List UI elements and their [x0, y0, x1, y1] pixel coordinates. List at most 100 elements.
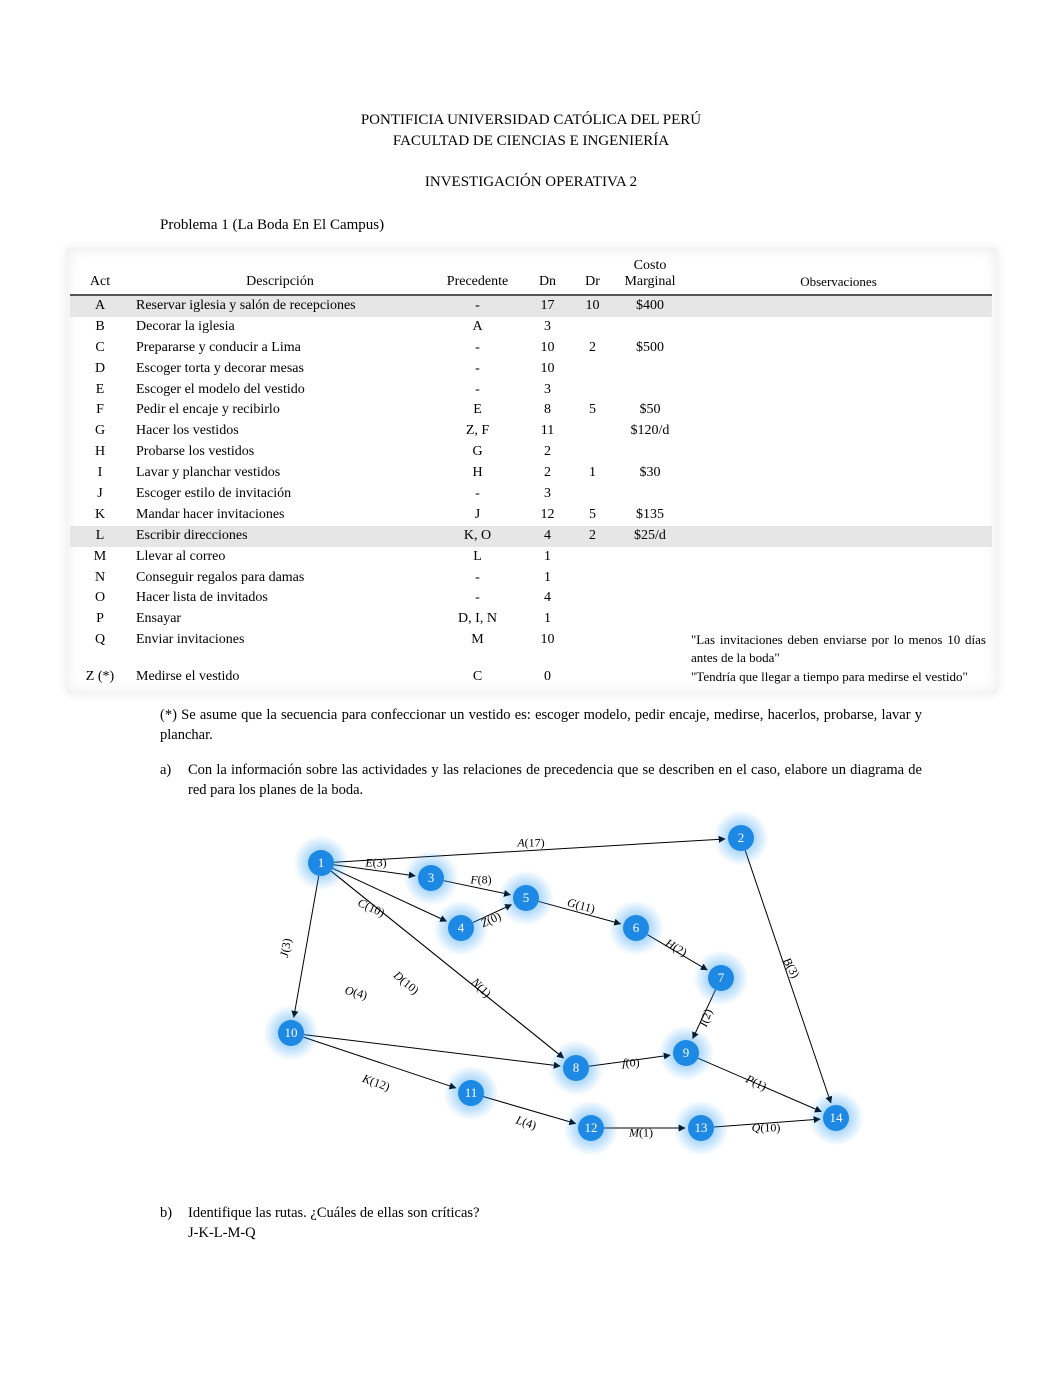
- cell: Lavar y planchar vestidos: [130, 463, 430, 484]
- question-a-letter: a): [160, 761, 188, 800]
- cell: 1: [525, 568, 570, 589]
- cell: [570, 630, 615, 667]
- course-title: INVESTIGACIÓN OPERATIVA 2: [70, 174, 992, 191]
- cell: 10: [525, 359, 570, 380]
- table-row: OHacer lista de invitados-4: [70, 588, 992, 609]
- cell: [570, 442, 615, 463]
- cell: E: [430, 400, 525, 421]
- cell: Prepararse y conducir a Lima: [130, 338, 430, 359]
- question-b-answer: J-K-L-M-Q: [188, 1225, 256, 1241]
- cell: -: [430, 380, 525, 401]
- cell: M: [430, 630, 525, 667]
- cell: [685, 484, 992, 505]
- cell: [570, 609, 615, 630]
- cell: A: [70, 295, 130, 317]
- col-obs: Observaciones: [685, 252, 992, 295]
- cell: Probarse los vestidos: [130, 442, 430, 463]
- cell: Escoger el modelo del vestido: [130, 380, 430, 401]
- question-b: b) Identifique las rutas. ¿Cuáles de ell…: [160, 1204, 922, 1243]
- cell: $50: [615, 400, 685, 421]
- table-row: Z (*)Medirse el vestidoC0"Tendría que ll…: [70, 667, 992, 688]
- cell: $120/d: [615, 421, 685, 442]
- edge-label: F(8): [470, 873, 491, 888]
- question-a: a) Con la información sobre las activida…: [160, 761, 922, 800]
- cell: [685, 421, 992, 442]
- cell: M: [70, 547, 130, 568]
- cell: [685, 380, 992, 401]
- cell: Reservar iglesia y salón de recepciones: [130, 295, 430, 317]
- col-dr: Dr: [570, 252, 615, 295]
- cell: Decorar la iglesia: [130, 317, 430, 338]
- cell: Z, F: [430, 421, 525, 442]
- edge-label: f(0): [622, 1056, 639, 1071]
- table-row: KMandar hacer invitacionesJ125$135: [70, 505, 992, 526]
- network-diagram: 1234567891011121314A(17)E(3)C(10)F(8)Z(0…: [181, 808, 881, 1188]
- cell: Pedir el encaje y recibirlo: [130, 400, 430, 421]
- cell: P: [70, 609, 130, 630]
- cell: -: [430, 359, 525, 380]
- cell: "Tendría que llegar a tiempo para medirs…: [685, 667, 992, 688]
- cell: Mandar hacer invitaciones: [130, 505, 430, 526]
- cell: [615, 380, 685, 401]
- cell: 1: [570, 463, 615, 484]
- cell: 4: [525, 526, 570, 547]
- edge-label: E(3): [365, 856, 386, 871]
- problem-title: Problema 1 (La Boda En El Campus): [160, 217, 992, 234]
- col-costo-l1: Costo: [634, 258, 667, 273]
- cell: 3: [525, 484, 570, 505]
- cell: [615, 609, 685, 630]
- question-b-letter: b): [160, 1204, 188, 1243]
- cell: [615, 442, 685, 463]
- cell: K: [70, 505, 130, 526]
- cell: J: [70, 484, 130, 505]
- cell: D, I, N: [430, 609, 525, 630]
- col-costo-l2: Marginal: [624, 274, 675, 289]
- cell: [615, 317, 685, 338]
- cell: D: [70, 359, 130, 380]
- table-row: PEnsayarD, I, N1: [70, 609, 992, 630]
- header-line2: FACULTAD DE CIENCIAS E INGENIERÍA: [70, 131, 992, 152]
- cell: [570, 568, 615, 589]
- cell: $30: [615, 463, 685, 484]
- cell: -: [430, 484, 525, 505]
- cell: [685, 359, 992, 380]
- cell: 11: [525, 421, 570, 442]
- question-a-text: Con la información sobre las actividades…: [188, 761, 922, 800]
- cell: K, O: [430, 526, 525, 547]
- cell: 10: [570, 295, 615, 317]
- table-row: MLlevar al correoL1: [70, 547, 992, 568]
- cell: [685, 526, 992, 547]
- col-prec: Precedente: [430, 252, 525, 295]
- cell: -: [430, 338, 525, 359]
- cell: N: [70, 568, 130, 589]
- footnote: (*) Se asume que la secuencia para confe…: [160, 706, 922, 745]
- cell: [615, 667, 685, 688]
- cell: $400: [615, 295, 685, 317]
- cell: C: [430, 667, 525, 688]
- cell: [685, 609, 992, 630]
- edge-label: M(1): [629, 1126, 653, 1141]
- cell: [685, 400, 992, 421]
- cell: -: [430, 568, 525, 589]
- table-header-row: Act Descripción Precedente Dn Dr Costo M…: [70, 252, 992, 295]
- col-desc: Descripción: [130, 252, 430, 295]
- cell: 3: [525, 317, 570, 338]
- cell: Ensayar: [130, 609, 430, 630]
- cell: G: [70, 421, 130, 442]
- cell: [570, 317, 615, 338]
- cell: Escoger torta y decorar mesas: [130, 359, 430, 380]
- table-row: LEscribir direccionesK, O42$25/d: [70, 526, 992, 547]
- cell: [570, 588, 615, 609]
- table-row: QEnviar invitacionesM10"Las invitaciones…: [70, 630, 992, 667]
- table-row: BDecorar la iglesiaA3: [70, 317, 992, 338]
- cell: 12: [525, 505, 570, 526]
- activity-table: Act Descripción Precedente Dn Dr Costo M…: [70, 252, 992, 688]
- cell: [615, 484, 685, 505]
- cell: Conseguir regalos para damas: [130, 568, 430, 589]
- cell: -: [430, 295, 525, 317]
- cell: [570, 667, 615, 688]
- cell: 4: [525, 588, 570, 609]
- cell: Escoger estilo de invitación: [130, 484, 430, 505]
- cell: 2: [525, 442, 570, 463]
- table-row: FPedir el encaje y recibirloE85$50: [70, 400, 992, 421]
